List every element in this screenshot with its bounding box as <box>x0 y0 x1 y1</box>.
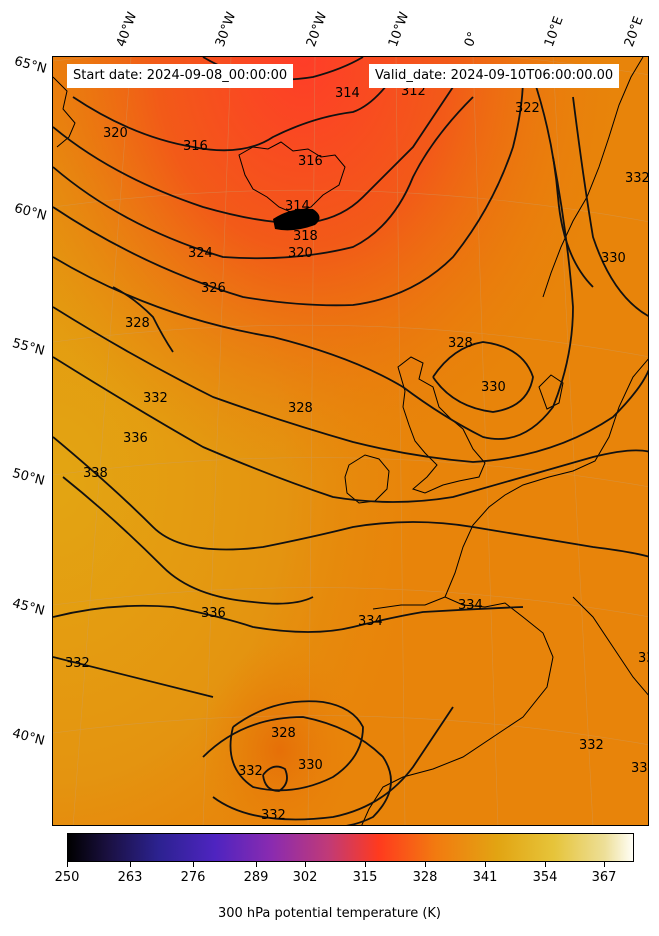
contour-labels: 314 320 316 316 314 318 320 324 326 328 … <box>65 64 649 823</box>
contour-label: 314 <box>285 199 310 214</box>
lon-label-0: 0° <box>461 29 482 49</box>
coastlines <box>53 57 648 825</box>
contour-label: 332 <box>579 738 604 753</box>
lat-label-55n: 55°N <box>10 336 47 359</box>
contour-label: 334 <box>458 598 483 613</box>
lon-label-20w: 20°W <box>303 10 331 49</box>
colorbar-title: 300 hPa potential temperature (K) <box>217 906 441 921</box>
contour-label: 328 <box>288 401 313 416</box>
contour-label: 336 <box>201 606 226 621</box>
lat-label-65n: 65°N <box>12 54 49 77</box>
lat-label-50n: 50°N <box>10 466 47 489</box>
contour-label: 326 <box>201 281 226 296</box>
contour-label: 330 <box>481 380 506 395</box>
start-date-label: Start date: 2024-09-08_00:00:00 <box>67 64 294 88</box>
italy-coast <box>572 596 648 696</box>
colorbar-tick-label: 328 <box>412 870 438 885</box>
contour-label: 314 <box>335 86 360 101</box>
colorbar-tick-label: 289 <box>243 870 269 885</box>
contour-label: 332 <box>143 391 168 406</box>
isentropes <box>53 57 648 825</box>
colorbar <box>67 833 634 862</box>
colorbar-tick-label: 250 <box>54 870 80 885</box>
contour-label: 316 <box>183 139 208 154</box>
contour-label: 330 <box>638 651 649 666</box>
ireland-coast <box>344 454 390 504</box>
graticule <box>53 57 648 825</box>
colorbar-tick-label: 367 <box>591 870 617 885</box>
contour-label: 330 <box>298 758 323 773</box>
colorbar-tick-label: 315 <box>352 870 378 885</box>
iceland-gradient-blob <box>273 208 320 231</box>
lon-label-10w: 10°W <box>385 10 413 49</box>
lon-label-10e: 10°E <box>541 14 567 50</box>
lon-label-30w: 30°W <box>212 10 240 49</box>
contour-label: 322 <box>515 101 540 116</box>
iberia-coast <box>372 596 446 610</box>
colorbar-tick-label: 276 <box>180 870 206 885</box>
contour-label: 332 <box>65 656 90 671</box>
great-britain-coast <box>397 356 486 494</box>
lat-label-45n: 45°N <box>10 596 47 619</box>
contour-label: 332 <box>625 171 649 186</box>
potential-temperature-map[interactable]: 314 320 316 316 314 318 320 324 326 328 … <box>53 57 649 826</box>
colorbar-tick-label: 354 <box>532 870 558 885</box>
map-frame[interactable]: 314 320 316 316 314 318 320 324 326 328 … <box>52 56 649 826</box>
lat-label-60n: 60°N <box>12 201 49 224</box>
norway-coast <box>542 57 644 298</box>
lon-label-40w: 40°W <box>113 10 141 49</box>
lat-label-40n: 40°N <box>10 726 47 749</box>
contour-label: 318 <box>293 229 318 244</box>
lon-label-20e: 20°E <box>621 14 647 50</box>
contour-label: 338 <box>83 466 108 481</box>
contour-label: 330 <box>601 251 626 266</box>
contour-label: 330 <box>631 761 649 776</box>
colorbar-tick-label: 263 <box>117 870 143 885</box>
contour-label: 316 <box>298 154 323 169</box>
colorbar-tick-label: 341 <box>472 870 498 885</box>
contour-label: 328 <box>271 726 296 741</box>
contour-label: 332 <box>261 808 286 823</box>
contour-label: 324 <box>188 246 213 261</box>
contour-label: 328 <box>448 336 473 351</box>
contour-label: 328 <box>125 316 150 331</box>
contour-label: 332 <box>238 764 263 779</box>
continent-coast <box>361 358 648 825</box>
contour-label: 320 <box>288 246 313 261</box>
contour-label: 334 <box>358 614 383 629</box>
valid-date-label: Valid_date: 2024-09-10T06:00:00.00 <box>369 64 620 88</box>
denmark-coast <box>538 374 564 410</box>
contour-label: 320 <box>103 126 128 141</box>
contour-label: 336 <box>123 431 148 446</box>
iceland-coast <box>238 141 346 214</box>
colorbar-tick-label: 302 <box>292 870 318 885</box>
